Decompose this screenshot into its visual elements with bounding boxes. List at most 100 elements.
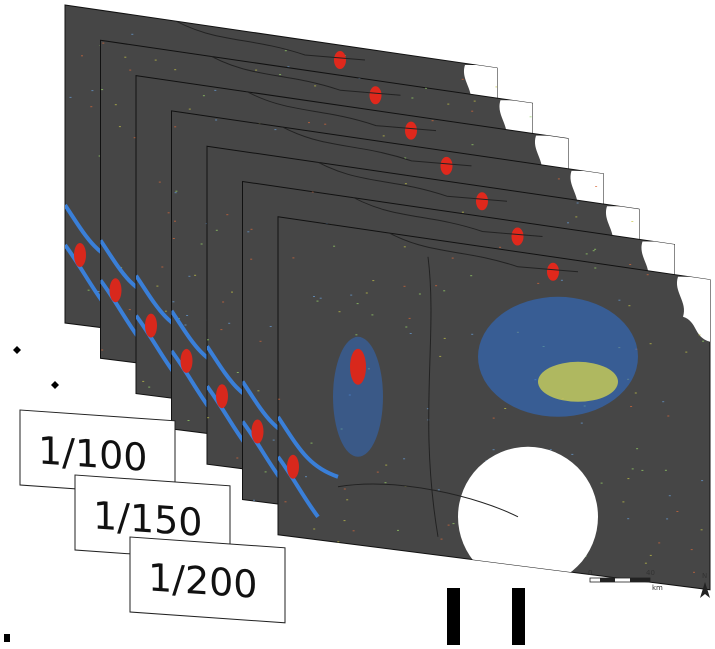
speckle xyxy=(561,280,563,281)
speckle xyxy=(578,133,580,134)
speckle xyxy=(666,518,668,519)
speckle xyxy=(462,79,464,80)
scale-seg xyxy=(600,578,615,582)
speckle xyxy=(185,325,187,326)
speckle xyxy=(701,529,703,530)
speckle xyxy=(622,501,624,502)
speckle xyxy=(189,109,191,110)
speckle xyxy=(441,539,443,540)
speckle xyxy=(385,465,387,466)
speckle xyxy=(156,286,158,287)
speckle xyxy=(311,443,313,444)
speckle xyxy=(667,416,669,417)
speckle xyxy=(650,343,652,344)
speckle xyxy=(448,525,450,526)
speckle xyxy=(339,311,341,312)
speckle xyxy=(567,222,569,223)
speckle xyxy=(577,203,579,204)
speckle xyxy=(324,124,326,125)
speckle xyxy=(270,326,272,327)
speckle xyxy=(98,6,100,7)
speckle xyxy=(676,511,678,512)
speckle xyxy=(278,399,280,400)
speckle xyxy=(247,231,249,232)
speckle xyxy=(636,448,638,449)
speckle xyxy=(453,523,455,524)
speckle xyxy=(172,301,174,302)
speckle xyxy=(447,104,449,105)
speckle xyxy=(260,341,262,342)
speckle xyxy=(186,315,188,316)
speckle xyxy=(236,458,238,459)
speckle xyxy=(645,563,647,564)
yellow-area xyxy=(538,362,618,402)
speckle xyxy=(274,129,276,130)
speckle xyxy=(285,50,287,51)
label-box: 1/200 xyxy=(130,537,285,623)
speckle xyxy=(629,264,631,265)
speckle xyxy=(438,489,440,490)
speckle xyxy=(233,478,235,479)
hotspot xyxy=(334,51,346,69)
speckle xyxy=(513,61,515,62)
speckle xyxy=(572,119,574,120)
speckle xyxy=(419,294,421,295)
speckle xyxy=(451,19,453,20)
speckle xyxy=(74,338,76,339)
speckle xyxy=(372,280,374,281)
speckle xyxy=(476,57,478,58)
speckle xyxy=(439,356,441,357)
speckle xyxy=(257,390,259,391)
speckle xyxy=(344,520,346,521)
speckle xyxy=(173,238,175,239)
speckle xyxy=(405,183,407,184)
speckle xyxy=(148,387,150,388)
speckle xyxy=(432,120,434,121)
speckle xyxy=(101,89,103,90)
speckle xyxy=(685,352,687,353)
speckle xyxy=(470,275,472,276)
hotspot xyxy=(110,278,122,302)
speckle xyxy=(265,471,267,472)
speckle xyxy=(404,286,406,287)
speckle xyxy=(142,381,144,382)
speckle xyxy=(405,327,407,328)
speckle xyxy=(404,246,406,247)
speckle xyxy=(530,68,532,69)
speckle xyxy=(594,249,596,250)
speckle xyxy=(159,182,161,183)
speckle xyxy=(624,191,626,192)
speckle xyxy=(662,401,664,402)
speckle xyxy=(305,476,307,477)
speckle xyxy=(702,341,704,342)
speckle xyxy=(471,334,473,335)
speckle xyxy=(161,267,163,268)
scale-start: 0 xyxy=(588,569,592,577)
speckle xyxy=(214,90,216,91)
speckle xyxy=(129,309,131,310)
speckle xyxy=(255,70,257,71)
speckle xyxy=(572,115,574,116)
hotspot xyxy=(287,455,299,479)
speckle xyxy=(88,290,90,291)
speckle xyxy=(397,530,399,531)
speckle xyxy=(285,501,287,502)
speckle xyxy=(174,126,176,127)
speckle xyxy=(641,470,643,471)
scale-seg xyxy=(630,578,650,582)
speckle xyxy=(383,135,385,136)
speckle xyxy=(665,470,667,471)
speckle xyxy=(385,482,387,483)
speckle xyxy=(350,295,352,296)
hotspot xyxy=(252,420,264,444)
speckle xyxy=(458,25,460,26)
speckle xyxy=(627,518,629,519)
scale-unit: km xyxy=(652,584,663,592)
bar-mark xyxy=(447,588,460,645)
speckle xyxy=(119,126,121,127)
speckle xyxy=(203,95,205,96)
speckle xyxy=(308,122,310,123)
speckle xyxy=(155,60,157,61)
speckle xyxy=(320,298,322,299)
speckle xyxy=(346,499,348,500)
